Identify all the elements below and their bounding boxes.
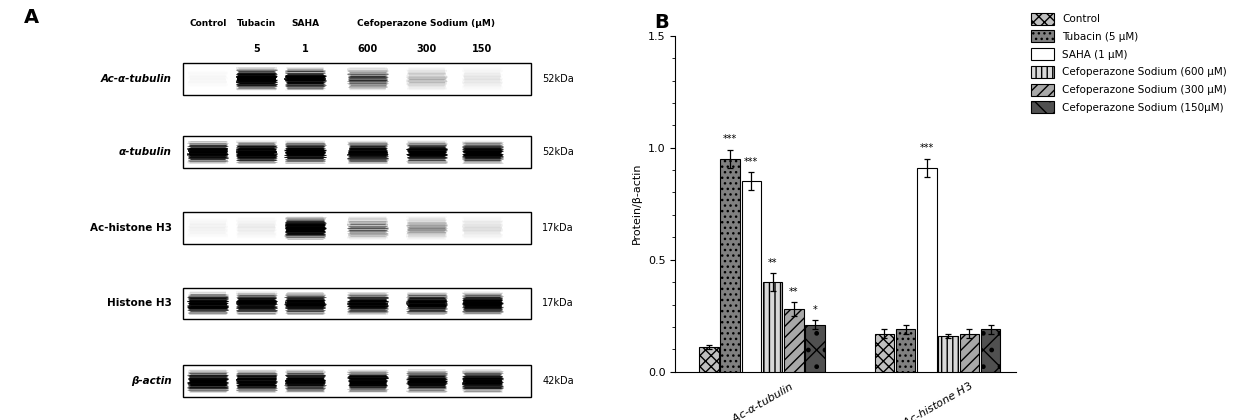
Text: *: * — [813, 304, 818, 315]
Bar — [741, 181, 761, 372]
Bar — [699, 347, 719, 372]
Bar — [183, 136, 532, 168]
Text: 17kDa: 17kDa — [543, 223, 574, 233]
Bar — [805, 325, 825, 372]
Text: 300: 300 — [416, 44, 437, 54]
Bar — [183, 288, 532, 319]
Text: Control: Control — [190, 19, 227, 28]
Bar — [784, 309, 804, 372]
Legend: Control, Tubacin (5 μM), SAHA (1 μM), Cefoperazone Sodium (600 μM), Cefoperazone: Control, Tubacin (5 μM), SAHA (1 μM), Ce… — [1031, 13, 1227, 113]
Bar — [960, 333, 979, 372]
Text: Tubacin: Tubacin — [237, 19, 276, 28]
Text: A: A — [24, 8, 38, 27]
Text: B: B — [654, 13, 669, 32]
Bar — [917, 168, 937, 372]
Bar — [183, 212, 532, 244]
Bar — [875, 333, 895, 372]
Text: **: ** — [789, 287, 799, 297]
Text: 5: 5 — [253, 44, 260, 54]
Bar — [938, 336, 958, 372]
Text: **: ** — [768, 257, 777, 268]
Text: Cefoperazone Sodium (μM): Cefoperazone Sodium (μM) — [357, 19, 494, 28]
Bar — [896, 329, 916, 372]
Text: SAHA: SAHA — [291, 19, 320, 28]
Text: 150: 150 — [472, 44, 492, 54]
Text: Histone H3: Histone H3 — [107, 299, 172, 308]
Text: ***: *** — [919, 143, 934, 153]
Text: Ac-histone H3: Ac-histone H3 — [90, 223, 172, 233]
Text: α-tubulin: α-tubulin — [119, 147, 172, 157]
Y-axis label: Protein/β-actin: Protein/β-actin — [632, 163, 642, 244]
Text: 42kDa: 42kDa — [543, 376, 574, 386]
Bar — [763, 282, 783, 372]
Text: ***: *** — [745, 157, 758, 167]
Text: ***: *** — [722, 134, 737, 144]
Bar — [720, 159, 740, 372]
Bar — [183, 365, 532, 397]
Text: Ac-α-tubulin: Ac-α-tubulin — [102, 74, 172, 84]
Text: 17kDa: 17kDa — [543, 299, 574, 308]
Text: β-actin: β-actin — [131, 376, 172, 386]
Text: 52kDa: 52kDa — [543, 74, 574, 84]
Bar — [981, 329, 1001, 372]
Text: 1: 1 — [301, 44, 309, 54]
Text: 600: 600 — [358, 44, 378, 54]
Bar — [183, 63, 532, 94]
Text: 52kDa: 52kDa — [543, 147, 574, 157]
